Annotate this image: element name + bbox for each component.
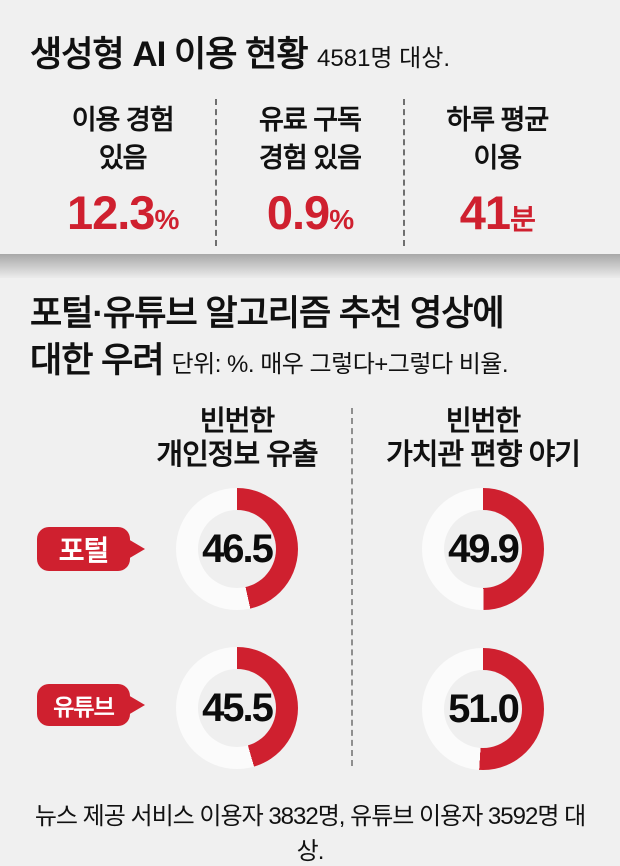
stat-number: 0.9 <box>266 186 330 239</box>
stat-value: 0.9% <box>217 185 402 240</box>
donut-hole: 51.0 <box>444 670 522 748</box>
stat-usage-experience: 이용 경험 있음 12.3% <box>30 99 215 246</box>
stats-row: 이용 경험 있음 12.3% 유료 구독 경험 있음 0.9% 하루 평균 이용… <box>30 99 590 246</box>
donut-value: 46.5 <box>202 526 274 571</box>
column-header-privacy-leak: 빈번한 개인정보 유출 <box>112 404 362 473</box>
donut-hole: 49.9 <box>444 510 522 588</box>
stat-unit: 분 <box>510 204 536 235</box>
donut-portal-privacy: 46.5 <box>176 488 298 610</box>
bottom-section-unit-note: 단위: %. 매우 그렇다+그렇다 비율. <box>171 351 509 378</box>
donut-chart-grid: 빈번한 개인정보 유출 빈번한 가치관 편향 야기 포털 46.5 49.9 유… <box>0 388 620 778</box>
stat-label: 하루 평균 이용 <box>405 101 590 177</box>
infographic-root: { "colors": { "background": "#f0f0f0", "… <box>0 0 620 820</box>
stat-number: 41 <box>459 186 511 239</box>
column-header-line2: 가치관 편향 야기 <box>386 439 581 471</box>
column-header-value-bias: 빈번한 가치관 편향 야기 <box>358 404 608 473</box>
bottom-title-line2: 대한 우려 <box>30 341 165 380</box>
column-header-line2: 개인정보 유출 <box>156 439 318 471</box>
row-label-text: 유튜브 <box>53 694 114 720</box>
survey-sample-footnote: 뉴스 제공 서비스 이용자 3832명, 유튜브 이용자 3592명 대상. <box>34 803 586 865</box>
stat-daily-average-usage: 하루 평균 이용 41분 <box>402 99 590 246</box>
stat-unit: % <box>154 204 179 235</box>
generative-ai-usage-section: 생성형 AI 이용 현황 4581명 대상. 이용 경험 있음 12.3% 유료… <box>0 0 620 246</box>
donut-youtube-privacy: 45.5 <box>176 647 298 769</box>
stat-value: 12.3% <box>30 185 215 240</box>
donut-value: 49.9 <box>448 526 520 571</box>
bottom-section-title: 포털·유튜브 알고리즘 추천 영상에 대한 우려 단위: %. 매우 그렇다+그렇… <box>30 290 590 388</box>
stat-label-line2: 이용 <box>473 143 522 173</box>
donut-portal-bias: 49.9 <box>422 488 544 610</box>
stat-label-line2: 있음 <box>98 143 148 173</box>
stat-label-line1: 유료 구독 <box>259 105 362 135</box>
stat-number: 12.3 <box>66 186 155 239</box>
stat-paid-subscription: 유료 구독 경험 있음 0.9% <box>215 99 402 246</box>
stat-label: 이용 경험 있음 <box>30 101 215 177</box>
top-section-sample-note: 4581명 대상. <box>317 45 450 72</box>
stat-label-line1: 이용 경험 <box>71 105 175 135</box>
donut-youtube-bias: 51.0 <box>422 648 544 770</box>
column-header-line1: 빈번한 <box>199 405 275 436</box>
bottom-title-line1: 포털·유튜브 알고리즘 추천 영상에 <box>30 294 505 333</box>
stat-value: 41분 <box>405 185 590 240</box>
row-label-text: 포털 <box>58 535 110 566</box>
stat-label-line2: 경험 있음 <box>259 143 362 173</box>
section-divider <box>0 254 620 278</box>
stat-unit: % <box>329 204 354 235</box>
row-label-youtube: 유튜브 <box>37 684 130 726</box>
donut-value: 45.5 <box>202 685 274 730</box>
column-header-line1: 빈번한 <box>445 405 521 436</box>
top-section-title: 생성형 AI 이용 현황 <box>30 35 309 74</box>
stat-label: 유료 구독 경험 있음 <box>217 101 402 177</box>
donut-hole: 45.5 <box>198 669 276 747</box>
algorithm-concern-section: 포털·유튜브 알고리즘 추천 영상에 대한 우려 단위: %. 매우 그렇다+그렇… <box>0 278 620 866</box>
row-label-portal: 포털 <box>37 527 130 571</box>
dashed-column-divider <box>351 408 353 766</box>
stat-label-line1: 하루 평균 <box>446 105 549 135</box>
donut-hole: 46.5 <box>198 510 276 588</box>
donut-value: 51.0 <box>448 686 520 731</box>
top-title-line: 생성형 AI 이용 현황 4581명 대상. <box>30 26 590 77</box>
